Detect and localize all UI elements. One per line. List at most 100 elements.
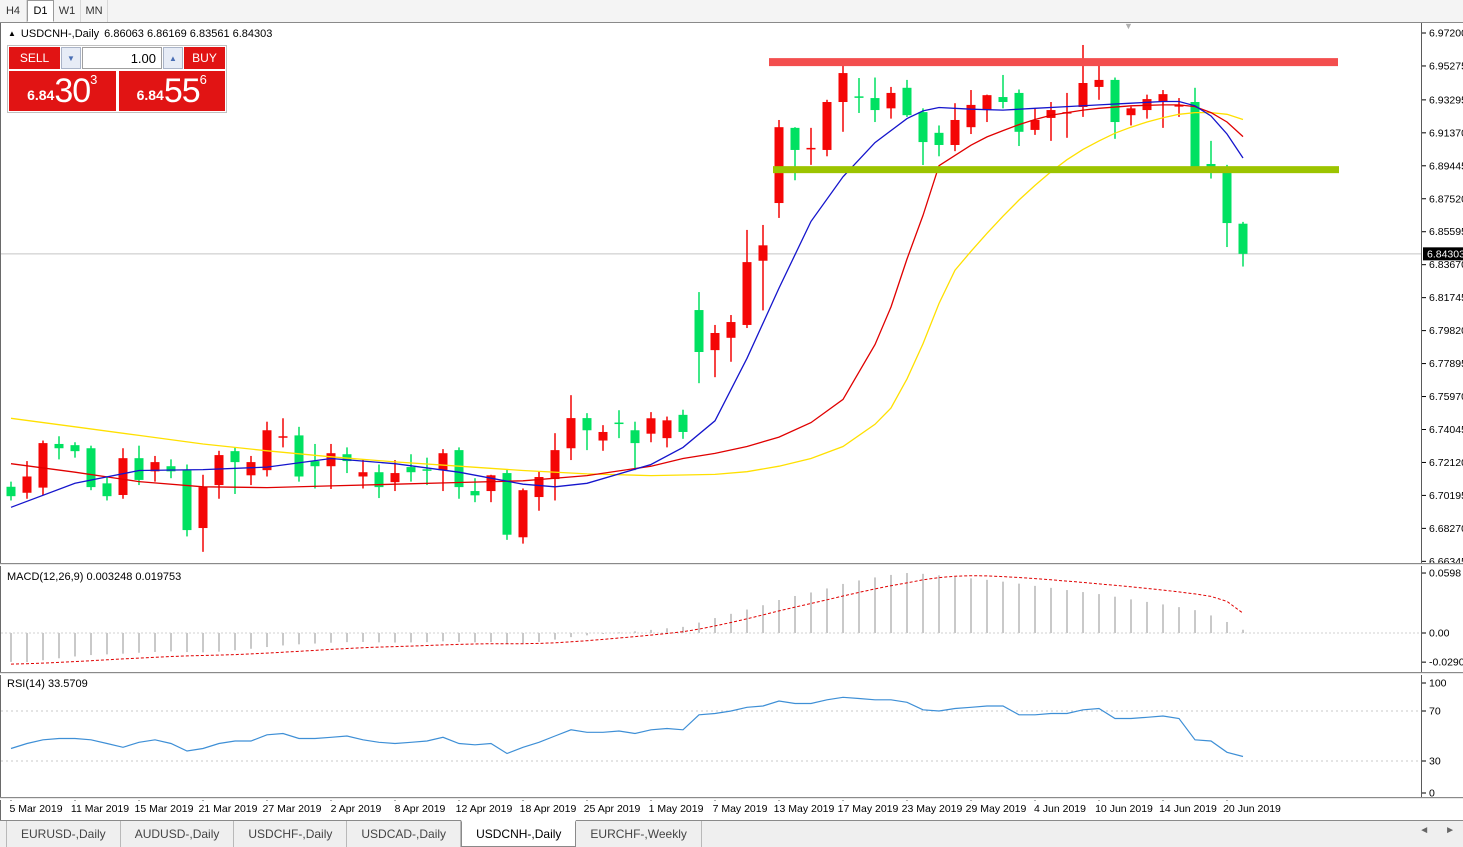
candle-down <box>54 443 64 449</box>
candle-down <box>182 470 192 531</box>
candle-wick <box>1050 102 1052 141</box>
candle-down <box>406 467 416 473</box>
collapse-triangle-icon[interactable]: ▲ <box>8 29 16 38</box>
pane-splitter-rsi[interactable] <box>0 672 1463 675</box>
price-axis-label: 6.66345 <box>1429 556 1463 568</box>
candle-wick <box>330 443 332 489</box>
buy-button[interactable]: BUY <box>184 47 225 69</box>
candle-up <box>1126 108 1136 116</box>
macd-histogram-bar <box>474 633 476 643</box>
candle-wick <box>1082 44 1084 117</box>
macd-histogram-bar <box>954 576 956 633</box>
macd-histogram-bar <box>1034 585 1036 633</box>
date-axis-label: 14 Jun 2019 <box>1159 803 1217 815</box>
candle-down <box>310 461 320 467</box>
macd-histogram-bar <box>650 629 652 633</box>
sell-button[interactable]: SELL <box>9 47 60 69</box>
macd-histogram-bar <box>554 633 556 640</box>
buy-price-main: 55 <box>163 72 201 110</box>
candle-down <box>614 422 624 425</box>
candle-up <box>438 453 448 471</box>
candle-up <box>358 472 368 477</box>
buy-price-tile[interactable]: 6.84 55 6 <box>118 71 225 111</box>
volume-decrease-button[interactable]: ▼ <box>61 47 81 69</box>
buy-price-pipette: 6 <box>199 72 207 87</box>
candle-up <box>646 418 656 434</box>
macd-histogram-bar <box>522 633 524 644</box>
tab-usdcnh-daily[interactable]: USDCNH-,Daily <box>461 820 577 847</box>
date-axis-label: 21 Mar 2019 <box>199 803 258 815</box>
resistance-band[interactable] <box>769 58 1338 67</box>
macd-histogram-bar <box>922 573 924 633</box>
tab-eurusd-daily[interactable]: EURUSD-,Daily <box>6 821 121 847</box>
macd-histogram-bar <box>298 633 300 645</box>
pane-splitter-dates <box>0 797 1463 800</box>
tab-usdcad-daily[interactable]: USDCAD-,Daily <box>347 821 462 847</box>
macd-histogram-bar <box>170 633 172 652</box>
candle-down <box>470 491 480 496</box>
sell-price-prefix: 6.84 <box>27 87 55 103</box>
candle-down <box>422 469 432 471</box>
candle-up <box>1046 110 1056 118</box>
chart-shift-marker-icon[interactable]: ▼ <box>1124 21 1133 31</box>
macd-axis-label: 0.00 <box>1429 628 1450 640</box>
macd-indicator-label: MACD(12,26,9) 0.003248 0.019753 <box>7 571 182 583</box>
macd-histogram-bar <box>1242 629 1244 633</box>
candle-up <box>822 102 832 150</box>
tab-usdchf-daily[interactable]: USDCHF-,Daily <box>234 821 348 847</box>
pane-splitter-macd[interactable] <box>0 563 1463 566</box>
macd-histogram-bar <box>778 600 780 633</box>
candle-up <box>1078 83 1088 107</box>
macd-histogram-bar <box>634 631 636 633</box>
macd-histogram-bar <box>1082 592 1084 633</box>
candle-down <box>678 414 688 432</box>
macd-histogram-bar <box>682 626 684 633</box>
candle-up <box>22 476 32 493</box>
volume-input[interactable] <box>82 47 162 69</box>
tab-eurchf-weekly[interactable]: EURCHF-,Weekly <box>576 821 702 847</box>
tab-scroll-right-icon[interactable]: ► <box>1445 825 1455 836</box>
timeframe-button-d1[interactable]: D1 <box>27 0 54 22</box>
macd-histogram-bar <box>602 633 604 634</box>
support-band[interactable] <box>773 166 1339 174</box>
candle-wick <box>1210 140 1212 179</box>
candle-down <box>870 98 880 111</box>
price-axis-label: 6.87520 <box>1429 193 1463 205</box>
buy-price-prefix: 6.84 <box>136 87 164 103</box>
macd-histogram-bar <box>218 633 220 652</box>
candle-up <box>118 458 128 495</box>
candle-wick <box>474 478 476 503</box>
timeframe-button-mn[interactable]: MN <box>81 0 108 22</box>
date-axis-label: 17 May 2019 <box>838 803 899 815</box>
macd-histogram-bar <box>1018 583 1020 633</box>
price-axis-label: 6.79820 <box>1429 325 1463 337</box>
candle-up <box>38 443 48 488</box>
volume-increase-button[interactable]: ▲ <box>163 47 183 69</box>
price-axis-label: 6.91370 <box>1429 127 1463 139</box>
date-axis-label: 2 Apr 2019 <box>331 803 382 815</box>
macd-histogram-bar <box>1194 610 1196 633</box>
timeframe-button-w1[interactable]: W1 <box>54 0 81 22</box>
macd-signal-line <box>10 575 1244 665</box>
price-chart-canvas[interactable]: 6.97200 6.95275 6.93295 6.91370 6.89445 6.875… <box>1 23 1463 820</box>
tab-audusd-daily[interactable]: AUDUSD-,Daily <box>121 821 235 847</box>
macd-histogram-bar <box>874 577 876 633</box>
date-axis-label: 13 May 2019 <box>774 803 835 815</box>
price-axis-border <box>1421 23 1422 800</box>
price-axis-label: 6.75970 <box>1429 391 1463 403</box>
macd-histogram-bar <box>74 633 76 657</box>
candle-down <box>166 466 176 472</box>
candle-wick <box>1002 74 1004 109</box>
sell-price-tile[interactable]: 6.84 30 3 <box>9 71 116 111</box>
candle-wick <box>234 447 236 494</box>
macd-histogram-bar <box>122 633 124 654</box>
tab-scroll-left-icon[interactable]: ◄ <box>1419 825 1430 836</box>
macd-histogram-bar <box>442 633 444 642</box>
candle-up <box>486 475 496 492</box>
price-axis-label: 6.72120 <box>1429 457 1463 469</box>
candle-wick <box>1162 90 1164 128</box>
timeframe-button-h4[interactable]: H4 <box>0 0 27 22</box>
macd-histogram-bar <box>1162 604 1164 633</box>
candle-up <box>518 490 528 538</box>
price-axis-label: 6.68270 <box>1429 523 1463 535</box>
